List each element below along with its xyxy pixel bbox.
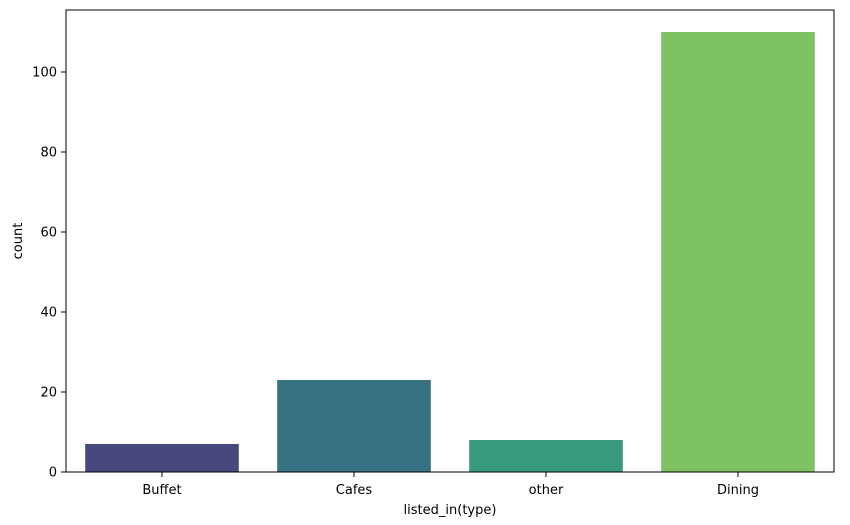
x-tick-label: Dining: [717, 483, 759, 498]
plot-frame: [65, 9, 835, 473]
x-tick-label: Buffet: [142, 483, 181, 498]
bars-group: [85, 32, 815, 472]
y-tick-label: 20: [40, 386, 57, 401]
y-tick-label: 80: [40, 146, 57, 161]
bar-dining: [661, 32, 815, 472]
x-axis-label: listed_in(type): [404, 503, 497, 518]
y-tick-label: 60: [40, 226, 57, 241]
bar-other: [469, 440, 623, 472]
bar-cafes: [277, 380, 431, 472]
x-tick-label: other: [529, 483, 564, 498]
y-tick-label: 100: [32, 66, 57, 81]
y-axis-label: count: [11, 223, 26, 260]
x-tick-label: Cafes: [336, 483, 373, 498]
y-tick-label: 0: [49, 466, 57, 481]
y-tick-label: 40: [40, 306, 57, 321]
x-axis-ticks: Buffet Cafes other Dining: [142, 472, 759, 498]
bar-buffet: [85, 444, 239, 472]
y-axis-ticks: 0 20 40 60 80 100: [32, 66, 66, 481]
